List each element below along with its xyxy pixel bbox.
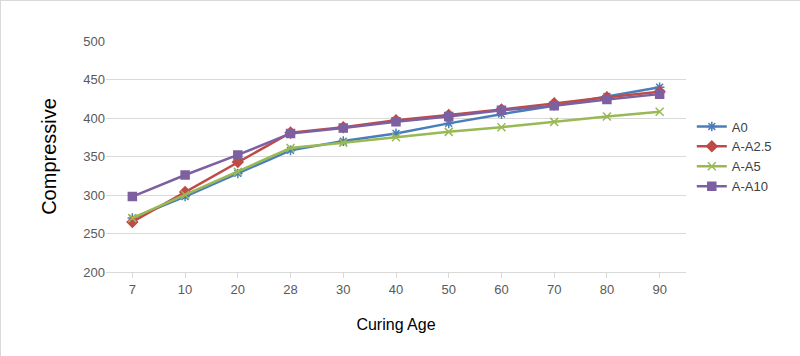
svg-text:40: 40 — [389, 282, 403, 297]
svg-text:450: 450 — [83, 72, 105, 87]
svg-text:A-A10: A-A10 — [732, 179, 768, 194]
svg-text:28: 28 — [283, 282, 297, 297]
svg-text:400: 400 — [83, 111, 105, 126]
svg-text:60: 60 — [494, 282, 508, 297]
svg-text:500: 500 — [83, 34, 105, 49]
svg-text:300: 300 — [83, 188, 105, 203]
svg-text:200: 200 — [83, 265, 105, 280]
svg-text:350: 350 — [83, 149, 105, 164]
svg-text:10: 10 — [178, 282, 192, 297]
svg-text:250: 250 — [83, 226, 105, 241]
svg-text:A0: A0 — [732, 120, 748, 135]
svg-text:A-A5: A-A5 — [732, 159, 761, 174]
svg-text:Compressive: Compressive — [38, 98, 60, 215]
svg-text:7: 7 — [129, 282, 136, 297]
svg-text:50: 50 — [441, 282, 455, 297]
svg-text:30: 30 — [336, 282, 350, 297]
svg-text:90: 90 — [652, 282, 666, 297]
svg-text:80: 80 — [600, 282, 614, 297]
svg-text:20: 20 — [231, 282, 245, 297]
svg-text:A-A2.5: A-A2.5 — [732, 139, 772, 154]
svg-text:70: 70 — [547, 282, 561, 297]
svg-text:Curing Age: Curing Age — [356, 316, 435, 333]
